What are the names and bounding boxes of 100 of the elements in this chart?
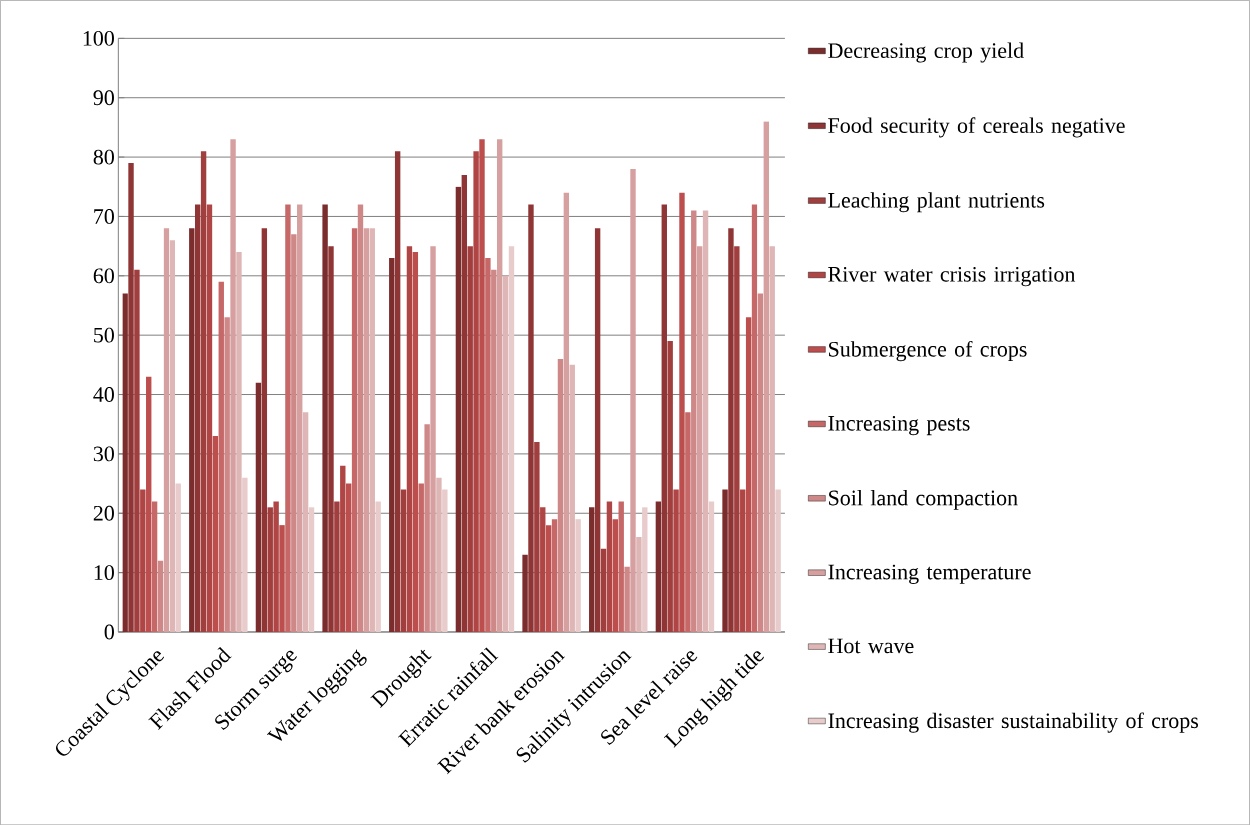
bar: [702, 210, 709, 632]
bar: [128, 162, 134, 632]
bar: [151, 501, 158, 632]
bar: [630, 168, 636, 632]
bar: [502, 275, 509, 632]
bar: [212, 435, 219, 632]
bar: [528, 204, 534, 632]
y-tick-label: 30: [93, 446, 114, 462]
bar: [308, 507, 315, 632]
bar: [328, 246, 334, 632]
bar: [673, 489, 679, 632]
bar: [389, 257, 395, 632]
y-tick-label: 10: [94, 565, 114, 580]
bar: [273, 501, 279, 632]
bar: [728, 228, 734, 632]
legend-label: Decreasing crop yield: [828, 42, 1024, 63]
bar: [624, 566, 630, 632]
bar: [375, 501, 381, 632]
bar: [534, 441, 540, 632]
bar: [369, 228, 375, 632]
legend-label: River water crisis irrigation: [828, 266, 1076, 287]
bar: [302, 412, 309, 632]
bar: [734, 246, 740, 632]
bar: [345, 483, 352, 632]
bar: [589, 507, 595, 632]
bar: [455, 186, 462, 632]
bar: [496, 139, 503, 632]
bar: [218, 281, 224, 632]
bar: [769, 246, 775, 632]
bar: [169, 240, 175, 632]
bar: [357, 204, 364, 632]
bar: [242, 477, 248, 632]
bar: [642, 507, 648, 632]
bar: [551, 519, 558, 632]
bar: [406, 246, 413, 632]
bar: [134, 269, 140, 632]
bar: [297, 204, 303, 632]
bar: [279, 525, 285, 632]
legend-label: Increasing disaster sustainability of crops: [828, 712, 1199, 733]
bar: [175, 483, 181, 632]
bar: [655, 501, 662, 632]
bar: [745, 317, 752, 632]
bar: [394, 151, 401, 632]
y-tick-label: 0: [104, 624, 114, 640]
bar: [200, 151, 207, 632]
bar: [291, 234, 297, 632]
bar: [461, 174, 468, 632]
bar: [285, 204, 291, 632]
legend-label: Hot wave: [828, 638, 914, 654]
bar: [775, 489, 781, 632]
y-tick-label: 40: [93, 386, 114, 402]
bar: [751, 204, 758, 632]
y-tick-label: 60: [93, 268, 114, 284]
legend-label: Food security of cereals negative: [828, 117, 1125, 138]
bar: [606, 501, 613, 632]
bar: [661, 204, 667, 632]
bar: [224, 317, 230, 632]
bar: [467, 246, 473, 632]
bar: [545, 525, 552, 632]
bar: [351, 228, 358, 632]
bar: [522, 554, 528, 632]
bar: [267, 507, 273, 632]
bar: [236, 251, 242, 632]
bar: [340, 465, 346, 632]
bar: [206, 204, 213, 632]
bar: [636, 536, 642, 632]
bar: [122, 293, 128, 632]
bar: [691, 210, 697, 632]
legend-label: Increasing temperature: [828, 564, 1031, 584]
bar: [479, 139, 485, 632]
bar: [157, 560, 164, 632]
bar: [667, 340, 673, 632]
bar: [334, 501, 340, 632]
bar: [575, 519, 581, 632]
bar: [442, 489, 448, 632]
bar: [722, 489, 728, 632]
bar: [557, 358, 564, 632]
y-tick-label: 70: [94, 208, 114, 224]
legend-label: Soil land compaction: [829, 489, 1018, 510]
y-tick-label: 20: [93, 505, 114, 521]
bar: [569, 364, 575, 632]
bar: [322, 204, 328, 632]
bar: [146, 376, 152, 632]
bar: [485, 257, 491, 632]
bar: [600, 548, 607, 632]
bar: [612, 519, 619, 632]
bar: [400, 489, 407, 632]
bar: [430, 246, 436, 632]
bar: [261, 228, 268, 632]
bar: [436, 477, 442, 632]
legend-label: Leaching plant nutrients: [828, 192, 1045, 213]
bar: [740, 489, 746, 632]
bar: [708, 501, 715, 632]
bar: [763, 121, 770, 632]
bar: [679, 192, 685, 632]
bar: [491, 269, 497, 632]
bar: [194, 204, 201, 632]
y-tick-label: 80: [93, 149, 114, 165]
legend-label: Submergence of crops: [829, 340, 1027, 362]
bar: [230, 139, 236, 632]
